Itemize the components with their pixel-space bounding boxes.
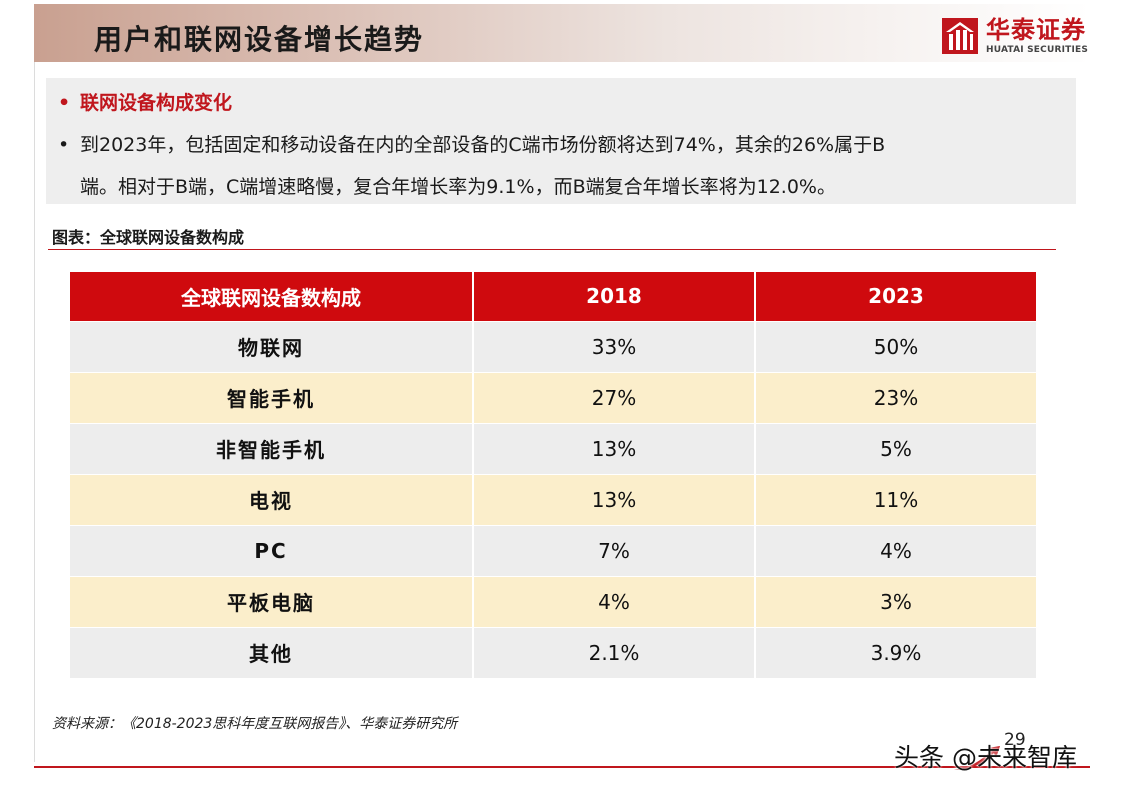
bullet-dot: •	[58, 134, 70, 156]
table-row: 其他 2.1% 3.9%	[70, 626, 1036, 678]
left-divider	[34, 62, 35, 762]
summary-box: • 联网设备构成变化 • 到2023年，包括固定和移动设备在内的全部设备的C端市场份…	[46, 78, 1076, 204]
table-header-row: 全球联网设备数构成 2018 2023	[70, 272, 1036, 321]
title-bar: 用户和联网设备增长趋势 华泰证券 HUATAI SECURITIES	[34, 4, 1090, 62]
footer-swoosh-icon	[954, 746, 1000, 770]
table-cell-2018: 13%	[473, 422, 756, 474]
table-cell-2023: 50%	[755, 320, 1036, 372]
page-number: 29	[1004, 730, 1026, 750]
figure-label: 图表：全球联网设备数构成	[52, 228, 245, 247]
summary-paragraph-line1: 到2023年，包括固定和移动设备在内的全部设备的C端市场份额将达到74%，其余的…	[80, 134, 886, 156]
table-cell-2018: 4%	[473, 575, 756, 627]
table-cell-2018: 33%	[473, 320, 756, 372]
table-cell-2023: 5%	[755, 422, 1036, 474]
huatai-logo-icon	[942, 18, 978, 54]
logo-cn-text: 华泰证券	[986, 16, 1086, 44]
table-header-category: 全球联网设备数构成	[70, 272, 474, 321]
summary-heading: • 联网设备构成变化	[58, 82, 232, 124]
table-row: 非智能手机 13% 5%	[70, 422, 1036, 474]
table-cell-category: 非智能手机	[70, 422, 474, 474]
table-cell-2018: 27%	[473, 371, 756, 423]
table-header-2023: 2023	[755, 272, 1036, 321]
table-cell-2023: 3%	[755, 575, 1036, 627]
table-cell-category: 其他	[70, 626, 474, 678]
table-cell-2018: 2.1%	[473, 626, 756, 678]
table-header-2018: 2018	[473, 272, 756, 321]
figure-rule	[48, 249, 1056, 250]
table-cell-2023: 23%	[755, 371, 1036, 423]
huatai-logo: 华泰证券 HUATAI SECURITIES	[942, 16, 1102, 58]
table-cell-2023: 11%	[755, 473, 1036, 525]
table-row: 智能手机 27% 23%	[70, 371, 1036, 423]
footer-rule	[34, 766, 1090, 768]
table-cell-2023: 4%	[755, 524, 1036, 576]
table-cell-2018: 7%	[473, 524, 756, 576]
table-row: 平板电脑 4% 3%	[70, 575, 1036, 627]
table-row: PC 7% 4%	[70, 524, 1036, 576]
table-cell-category: PC	[70, 524, 474, 576]
summary-heading-text: 联网设备构成变化	[80, 92, 233, 114]
watermark: 头条 @未来智库	[894, 743, 1077, 772]
summary-paragraph: • 到2023年，包括固定和移动设备在内的全部设备的C端市场份额将达到74%，其余…	[58, 124, 885, 166]
page-title: 用户和联网设备增长趋势	[94, 23, 425, 56]
bullet-dot: •	[58, 92, 71, 114]
table-cell-2018: 13%	[473, 473, 756, 525]
table-cell-category: 物联网	[70, 320, 474, 372]
logo-en-text: HUATAI SECURITIES	[986, 45, 1089, 55]
device-composition-table: 全球联网设备数构成 2018 2023 物联网 33% 50% 智能手机 27%…	[70, 272, 1036, 678]
table-cell-category: 智能手机	[70, 371, 474, 423]
table-cell-category: 电视	[70, 473, 474, 525]
table-cell-category: 平板电脑	[70, 575, 474, 627]
table-cell-2023: 3.9%	[755, 626, 1036, 678]
table-row: 电视 13% 11%	[70, 473, 1036, 525]
table-row: 物联网 33% 50%	[70, 320, 1036, 372]
source-note: 资料来源：《2018-2023思科年度互联网报告》、华泰证券研究所	[52, 716, 458, 732]
summary-paragraph-line2: 端。相对于B端，C端增速略慢，复合年增长率为9.1%，而B端复合年增长率将为12…	[80, 176, 836, 198]
